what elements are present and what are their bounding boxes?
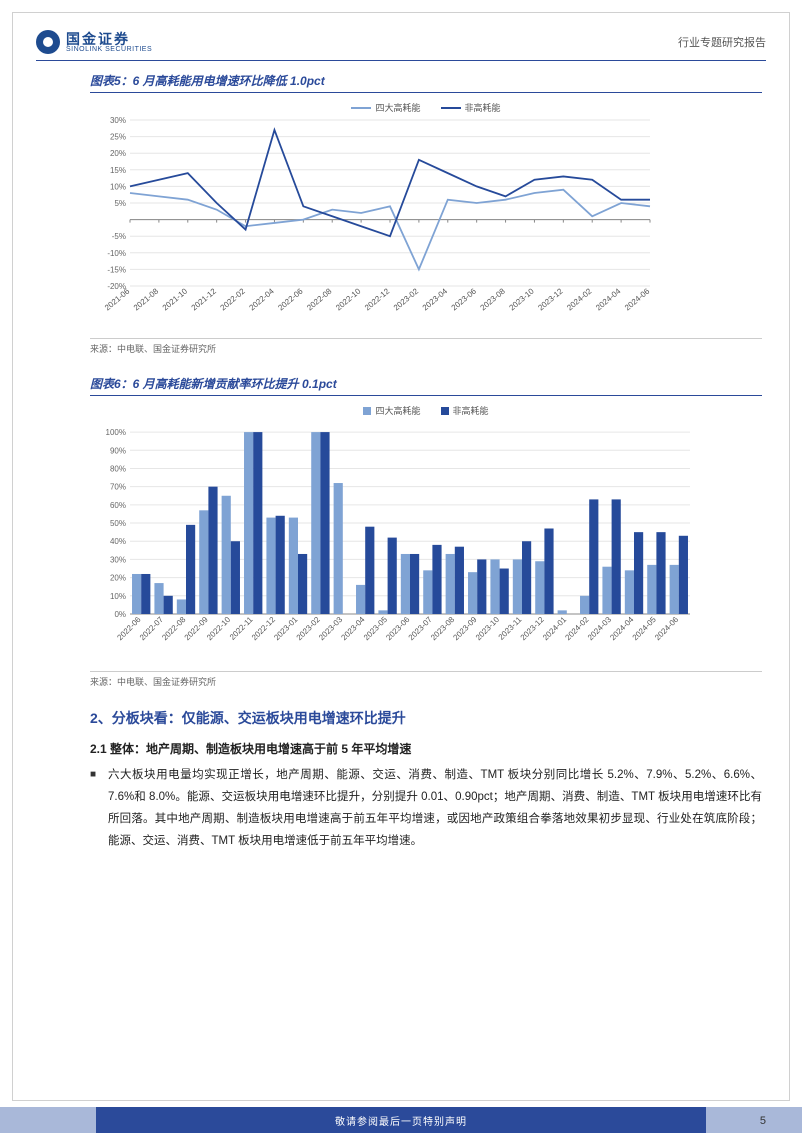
svg-text:2022-10: 2022-10: [334, 286, 363, 312]
svg-text:80%: 80%: [110, 464, 126, 473]
chart5-title: 图表5：6 月高耗能用电增速环比降低 1.0pct: [90, 72, 762, 93]
svg-text:2024-02: 2024-02: [565, 286, 594, 312]
chart6-svg: 0%10%20%30%40%50%60%70%80%90%100%2022-06…: [90, 419, 700, 669]
svg-text:20%: 20%: [110, 574, 126, 583]
svg-text:2021-10: 2021-10: [161, 286, 190, 312]
bullet-icon: ■: [90, 765, 98, 852]
svg-text:2023-10: 2023-10: [507, 286, 536, 312]
chart5-svg: -20%-15%-10%-5%5%10%15%20%25%30%2021-062…: [90, 116, 660, 336]
section-h2: 2、分板块看：仅能源、交运板块用电增速环比提升: [90, 708, 762, 728]
svg-text:-10%: -10%: [107, 249, 126, 258]
chart6-title: 图表6：6 月高耗能新增贡献率环比提升 0.1pct: [90, 375, 762, 396]
logo: 国金证券 SINOLINK SECURITIES: [36, 30, 152, 54]
svg-text:2023-04: 2023-04: [421, 286, 450, 312]
svg-text:60%: 60%: [110, 501, 126, 510]
footer-text: 敬请参阅最后一页特别声明: [335, 1113, 467, 1128]
chart5-legend: 四大高耗能 非高耗能: [90, 97, 762, 116]
chart5-legend-2: 非高耗能: [465, 101, 501, 114]
svg-text:2022-02: 2022-02: [219, 286, 248, 312]
svg-text:2023-10: 2023-10: [474, 615, 502, 643]
chart5-source: 来源：中电联、国金证券研究所: [90, 342, 762, 355]
logo-icon: [36, 30, 60, 54]
body-text: 六大板块用电量均实现正增长，地产周期、能源、交运、消费、制造、TMT 板块分别同…: [108, 765, 762, 852]
chart6-source: 来源：中电联、国金证券研究所: [90, 675, 762, 688]
logo-cn: 国金证券: [66, 32, 152, 46]
svg-text:10%: 10%: [110, 592, 126, 601]
chart6-legend-2: 非高耗能: [453, 404, 489, 417]
svg-text:2023-12: 2023-12: [536, 286, 565, 312]
footer-bar: 敬请参阅最后一页特别声明: [0, 1107, 802, 1133]
svg-text:50%: 50%: [110, 519, 126, 528]
content-area: 图表5：6 月高耗能用电增速环比降低 1.0pct 四大高耗能 非高耗能 -20…: [90, 72, 762, 858]
svg-text:2023-06: 2023-06: [450, 286, 479, 312]
svg-text:10%: 10%: [110, 182, 126, 191]
svg-text:2024-04: 2024-04: [594, 286, 623, 312]
svg-text:2021-12: 2021-12: [190, 286, 219, 312]
svg-text:20%: 20%: [110, 149, 126, 158]
page-header: 国金证券 SINOLINK SECURITIES 行业专题研究报告: [36, 30, 766, 61]
svg-text:-15%: -15%: [107, 265, 126, 274]
svg-text:2022-06: 2022-06: [276, 286, 305, 312]
svg-text:2022-12: 2022-12: [363, 286, 392, 312]
svg-text:40%: 40%: [110, 537, 126, 546]
svg-text:-5%: -5%: [112, 232, 126, 241]
chart5-legend-1: 四大高耗能: [375, 101, 420, 114]
svg-text:2023-08: 2023-08: [479, 286, 508, 312]
svg-text:70%: 70%: [110, 483, 126, 492]
svg-text:2023-02: 2023-02: [392, 286, 421, 312]
svg-text:5%: 5%: [114, 199, 126, 208]
page-number: 5: [760, 1115, 766, 1127]
logo-en: SINOLINK SECURITIES: [66, 46, 152, 53]
svg-text:15%: 15%: [110, 166, 126, 175]
chart5-block: 图表5：6 月高耗能用电增速环比降低 1.0pct 四大高耗能 非高耗能 -20…: [90, 72, 762, 355]
section-h3: 2.1 整体：地产周期、制造板块用电增速高于前 5 年平均增速: [90, 740, 762, 757]
svg-text:30%: 30%: [110, 555, 126, 564]
body-row: ■ 六大板块用电量均实现正增长，地产周期、能源、交运、消费、制造、TMT 板块分…: [90, 765, 762, 852]
chart6-block: 图表6：6 月高耗能新增贡献率环比提升 0.1pct 四大高耗能 非高耗能 0%…: [90, 375, 762, 688]
svg-text:2024-06: 2024-06: [653, 615, 681, 643]
chart6-legend: 四大高耗能 非高耗能: [90, 400, 762, 419]
svg-text:2022-04: 2022-04: [247, 286, 276, 312]
svg-text:100%: 100%: [106, 428, 126, 437]
doc-type: 行业专题研究报告: [678, 34, 766, 50]
svg-text:2022-08: 2022-08: [305, 286, 334, 312]
svg-text:2024-06: 2024-06: [623, 286, 652, 312]
svg-text:30%: 30%: [110, 116, 126, 125]
svg-text:2022-10: 2022-10: [205, 615, 233, 643]
svg-text:90%: 90%: [110, 446, 126, 455]
svg-text:25%: 25%: [110, 133, 126, 142]
chart6-legend-1: 四大高耗能: [375, 404, 420, 417]
svg-text:0%: 0%: [114, 610, 126, 619]
svg-text:2021-08: 2021-08: [132, 286, 161, 312]
